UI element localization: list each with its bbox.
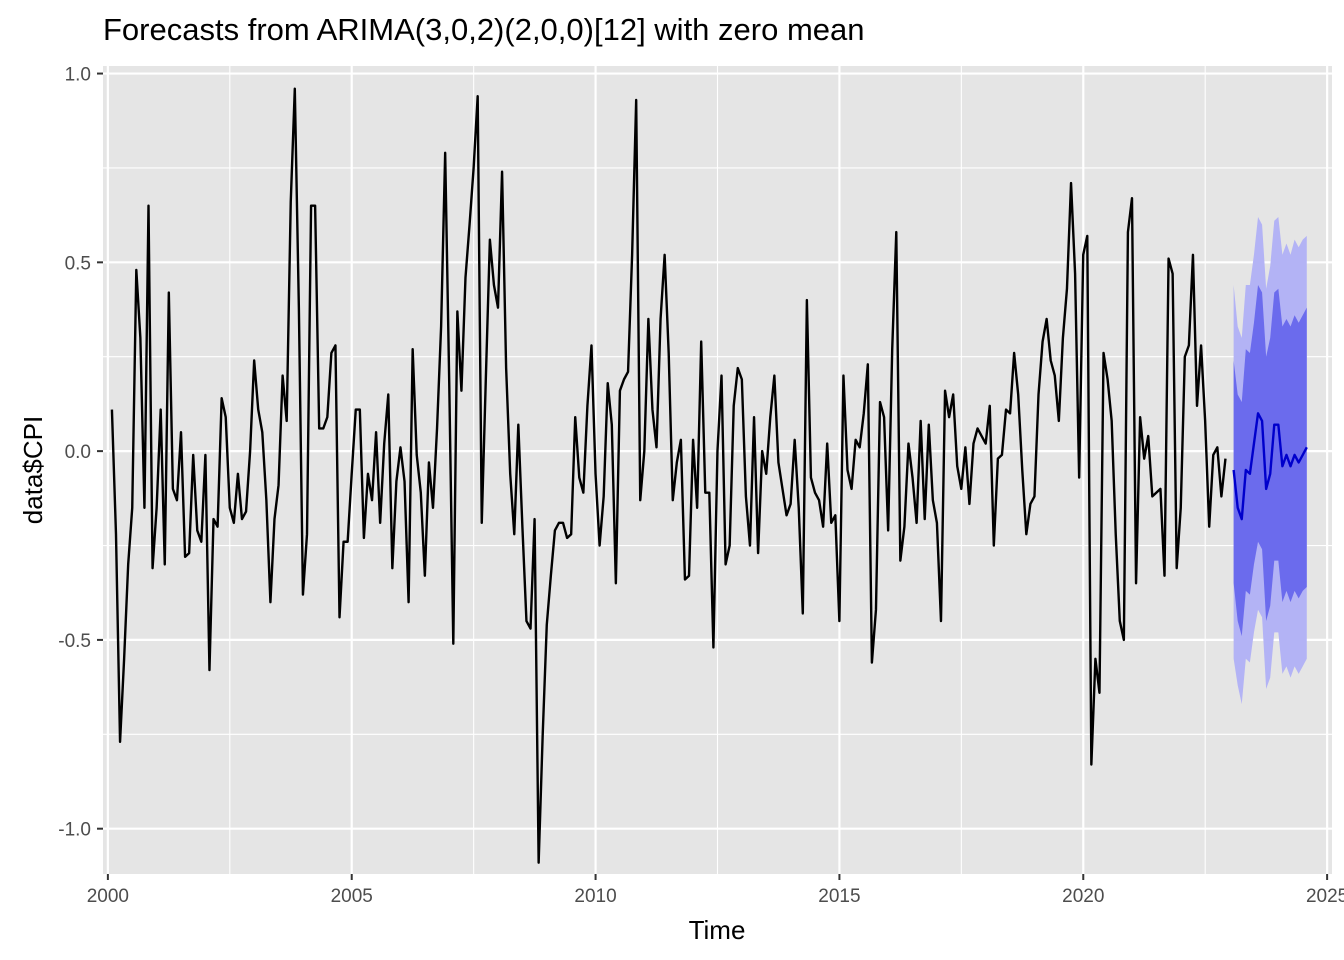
- y-tick-label: 1.0: [65, 65, 91, 86]
- x-tick-label: 2015: [818, 886, 860, 907]
- x-tick-label: 2010: [574, 886, 616, 907]
- y-tick-label: 0.0: [65, 442, 91, 463]
- y-tick-label: -0.5: [58, 631, 91, 652]
- x-tick-label: 2005: [331, 886, 373, 907]
- x-tick-label: 2000: [87, 886, 129, 907]
- x-axis: 2000 2005 2010 2015 2020 2025: [87, 874, 1344, 907]
- x-axis-title: Time: [689, 915, 746, 945]
- chart-title: Forecasts from ARIMA(3,0,2)(2,0,0)[12] w…: [103, 12, 865, 47]
- x-tick-label: 2020: [1062, 886, 1104, 907]
- y-axis: -1.0 -0.5 0.0 0.5 1.0: [58, 65, 103, 841]
- y-tick-label: 0.5: [65, 253, 91, 274]
- y-axis-title: data$CPI: [18, 416, 48, 524]
- history-series-line: [110, 87, 1227, 864]
- x-tick-label: 2025: [1306, 886, 1344, 907]
- forecast-series-line: [1232, 412, 1308, 521]
- series-lines: [110, 87, 1308, 864]
- y-tick-label: -1.0: [58, 820, 91, 841]
